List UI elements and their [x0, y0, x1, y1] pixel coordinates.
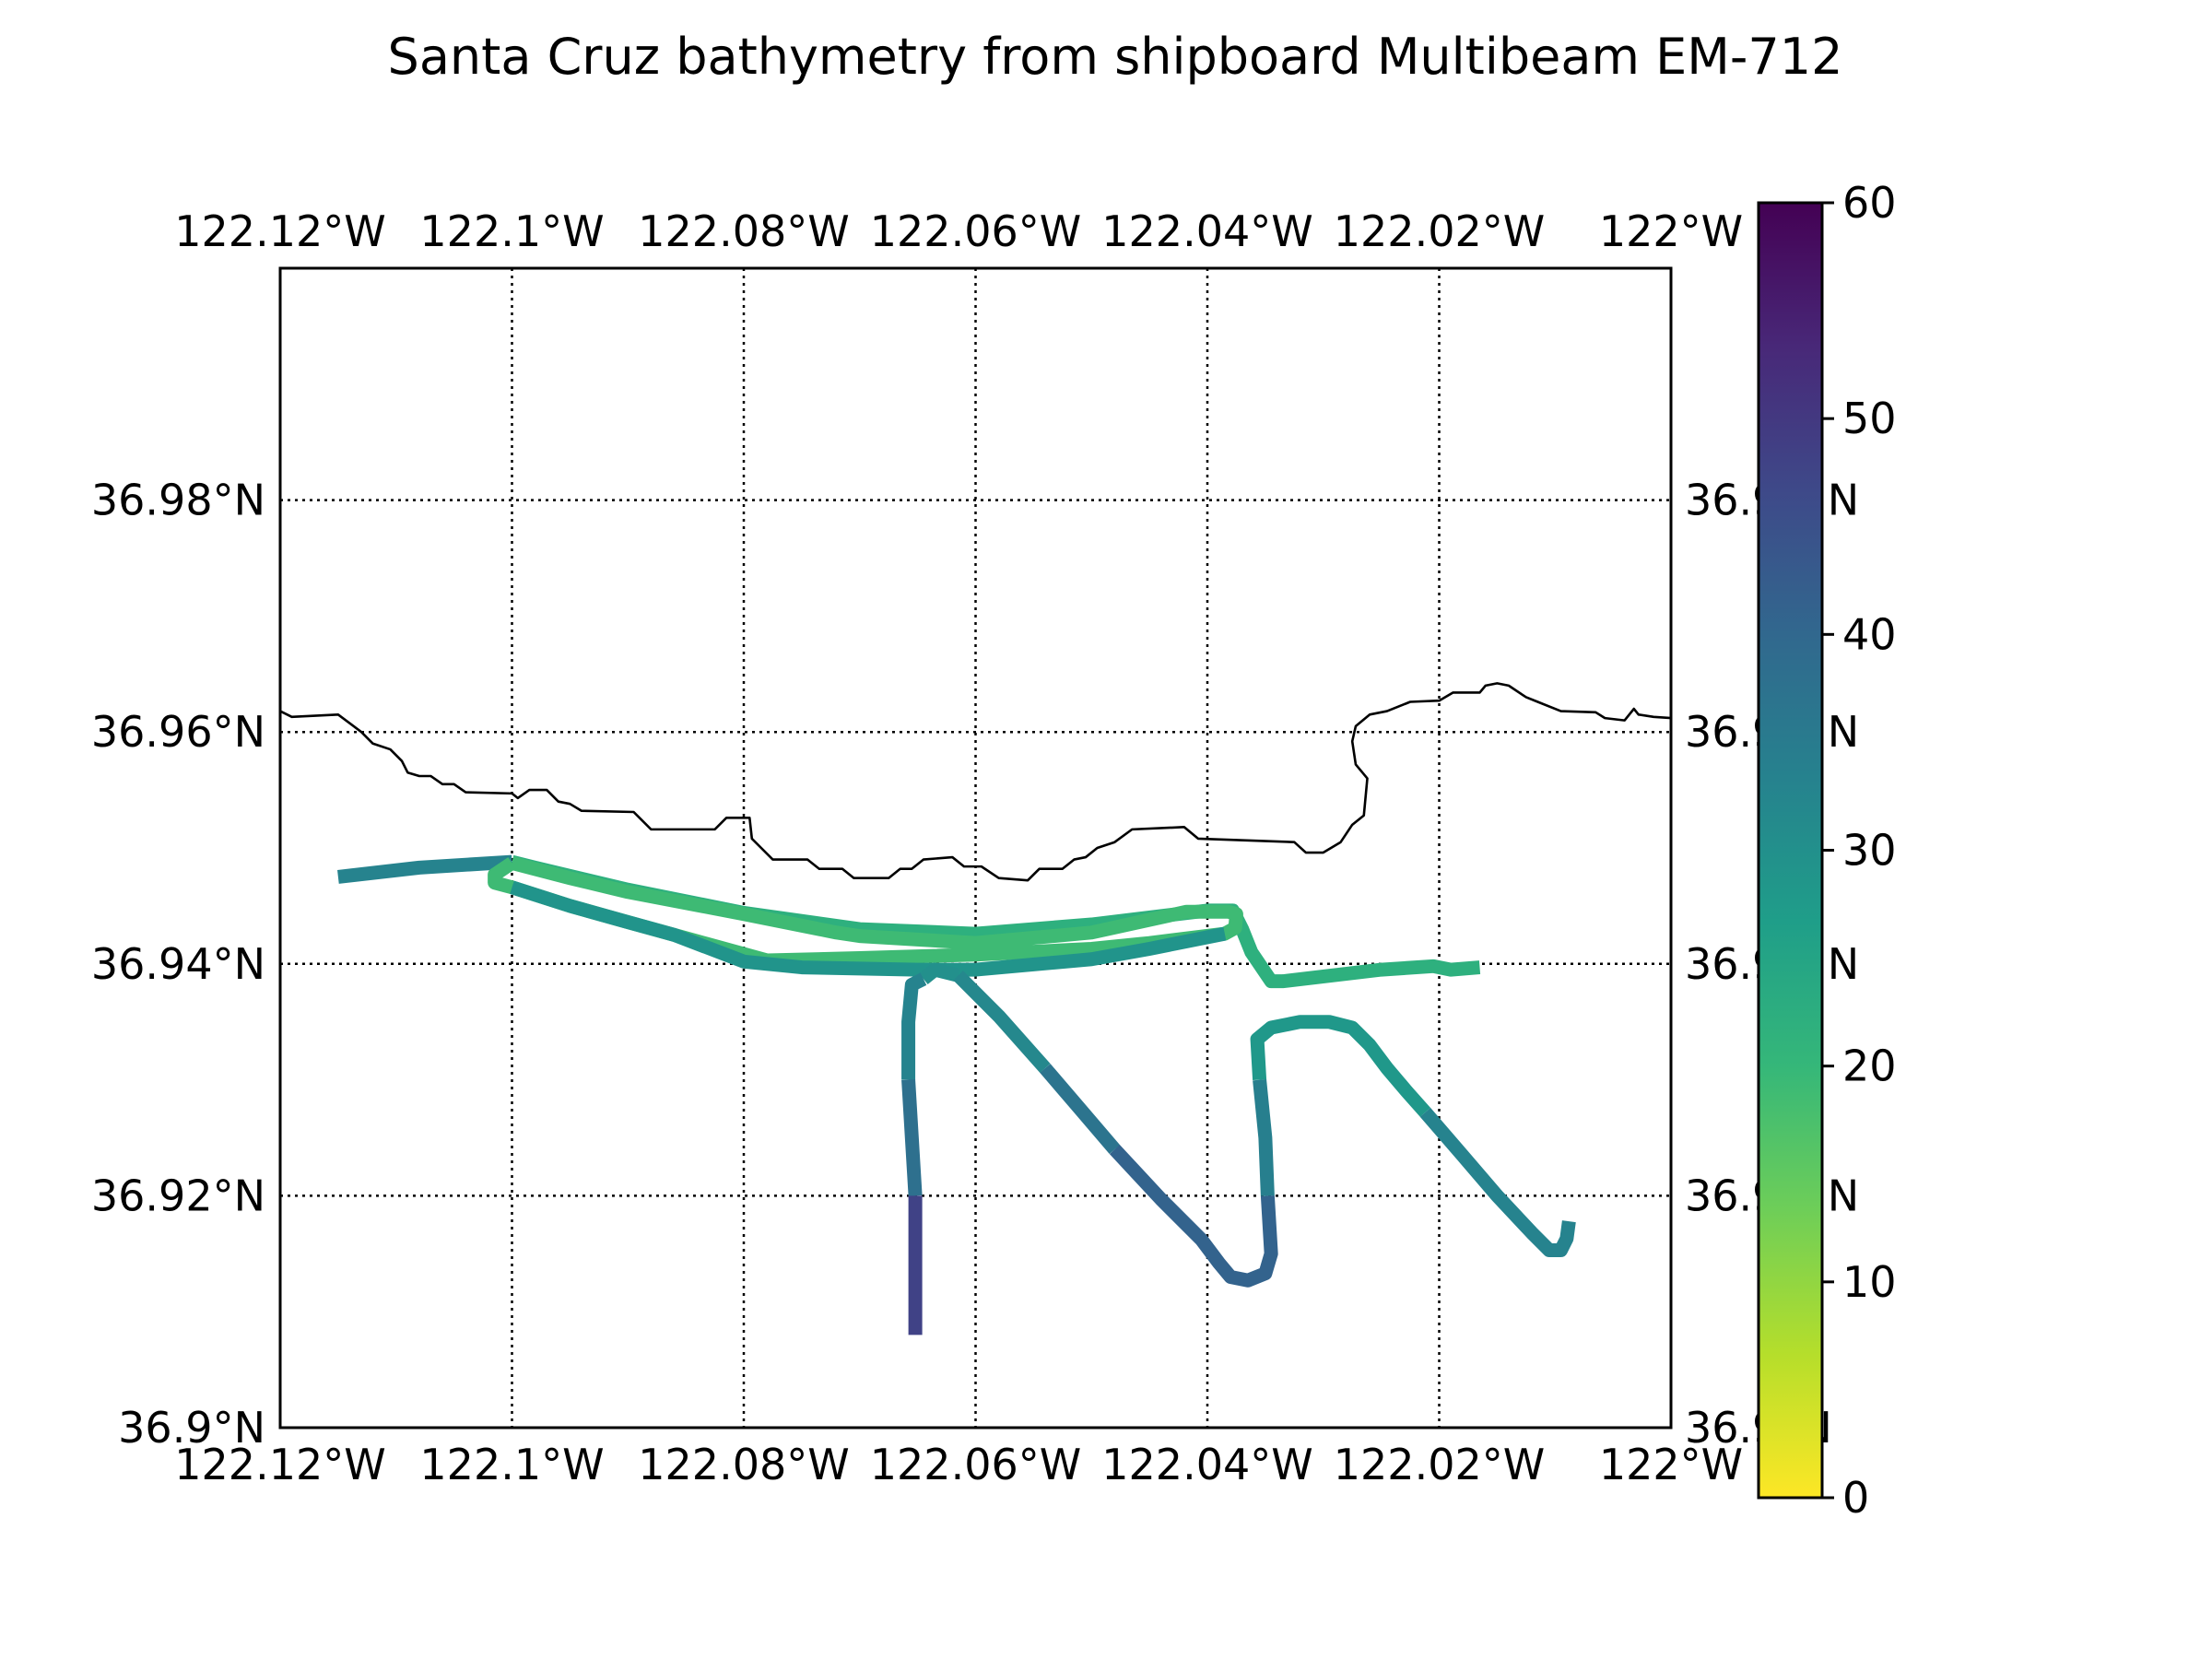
track-segment [1419, 1107, 1576, 1258]
y-tick-label-left: 36.94°N [91, 939, 265, 989]
track-segment [337, 854, 512, 884]
track-segment [1040, 1064, 1121, 1154]
graticule [280, 268, 1671, 1428]
track-segment [919, 962, 960, 985]
y-tick-label-left: 36.96°N [91, 707, 265, 757]
x-tick-label-top: 122.06°W [870, 206, 1081, 256]
x-tick-label-top: 122°W [1599, 206, 1743, 256]
colorbar-ticks: 0 10 20 30 40 50 60 [1822, 178, 1897, 1523]
x-tick-label-bottom: 122.1°W [419, 1440, 604, 1489]
x-tick-label-top: 122.12°W [174, 206, 385, 256]
coastline [280, 682, 1671, 882]
colorbar-tick-label: 60 [1842, 178, 1897, 228]
track-segment [1109, 1144, 1278, 1288]
y-tick-label-left: 36.92°N [91, 1171, 265, 1220]
x-tick-labels-top: 122.12°W 122.1°W 122.08°W 122.06°W 122.04°W 1… [174, 206, 1743, 256]
x-tick-label-bottom: 122.12°W [174, 1440, 385, 1489]
map-title: Santa Cruz bathymetry from shipboard Mul… [388, 28, 1843, 86]
x-tick-label-bottom: 122.04°W [1101, 1440, 1312, 1489]
y-tick-label-left: 36.98°N [91, 476, 265, 525]
track-segment [510, 880, 1227, 977]
y-tick-label-left: 36.9°N [118, 1403, 265, 1453]
plot-frame [278, 266, 1673, 1430]
x-tick-label-bottom: 122.02°W [1334, 1440, 1545, 1489]
x-tick-label-top: 122.1°W [419, 206, 604, 256]
colorbar-tick-label: 10 [1842, 1257, 1897, 1307]
track-segment [1253, 1078, 1275, 1196]
coastline-layer [280, 682, 1671, 882]
colorbar-tick-label: 30 [1842, 826, 1897, 876]
x-tick-label-top: 122.02°W [1334, 206, 1545, 256]
colorbar-tick-label: 40 [1842, 609, 1897, 659]
colorbar-tick-label: 50 [1842, 394, 1897, 443]
ship-track-layer [337, 854, 1576, 1335]
colorbar-tick-label: 0 [1842, 1473, 1869, 1523]
colorbar-gradient [1757, 201, 1824, 1500]
y-tick-labels-left: 36.9°N 36.92°N 36.94°N 36.96°N 36.98°N [91, 476, 265, 1453]
x-tick-label-bottom: 122°W [1599, 1440, 1743, 1489]
track-segment [901, 1079, 923, 1196]
colorbar: 0 10 20 30 40 50 60 [1757, 178, 1897, 1523]
x-tick-label-bottom: 122.06°W [870, 1440, 1081, 1489]
x-tick-labels-bottom: 122.12°W 122.1°W 122.08°W 122.06°W 122.04°W 1… [174, 1440, 1743, 1489]
track-segment [901, 972, 927, 1080]
x-tick-label-top: 122.08°W [638, 206, 849, 256]
x-tick-label-bottom: 122.08°W [638, 1440, 849, 1489]
track-segment [1250, 1015, 1431, 1117]
x-tick-label-top: 122.04°W [1101, 206, 1312, 256]
track-segment [953, 971, 1051, 1074]
colorbar-tick-label: 20 [1842, 1041, 1897, 1091]
